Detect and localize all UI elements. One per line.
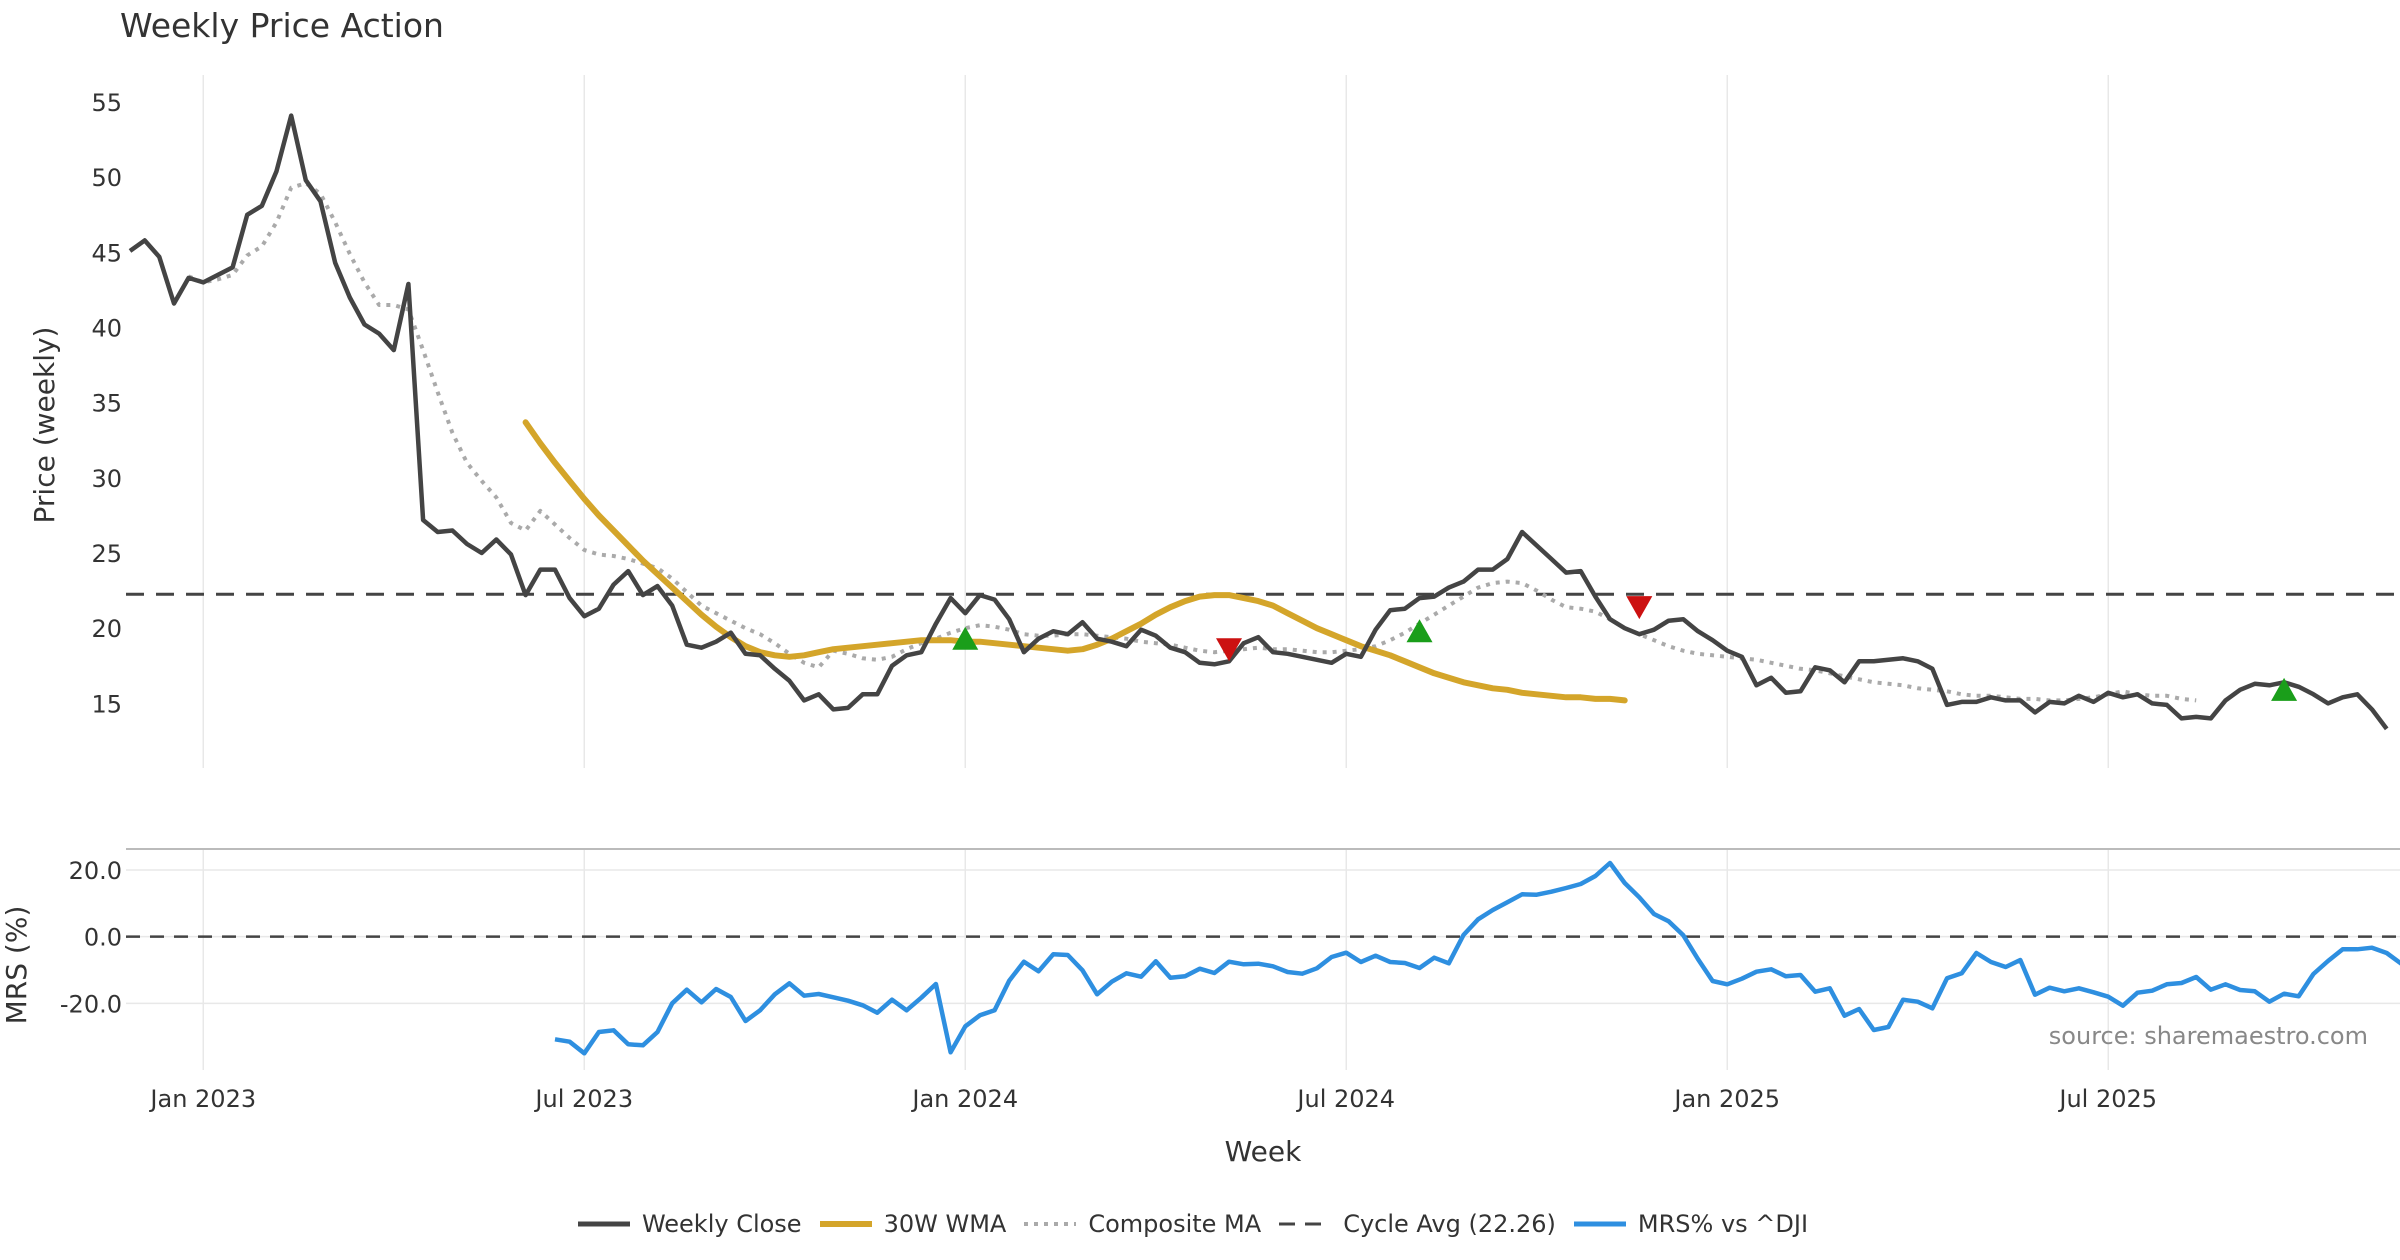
x-axis-label: Week — [1225, 1135, 1302, 1168]
price-y-tick: 15 — [91, 690, 122, 718]
legend-label-weekly-close: Weekly Close — [641, 1210, 802, 1238]
sell-signal-marker — [1216, 638, 1243, 662]
x-tick-label: Jul 2023 — [533, 1085, 633, 1113]
legend-label-mrs: MRS% vs ^DJI — [1637, 1210, 1809, 1238]
legend-label-cycle-avg: Cycle Avg (22.26) — [1343, 1210, 1556, 1238]
price-y-tick: 50 — [91, 164, 122, 192]
buy-signal-marker — [1406, 619, 1433, 643]
mrs-y-tick: 0.0 — [84, 924, 122, 952]
price-y-tick: 55 — [91, 89, 122, 117]
x-tick-label: Jan 2024 — [910, 1085, 1018, 1113]
mrs-line — [554, 860, 2400, 1056]
legend-item-cycle-avg: Cycle Avg (22.26) — [1277, 1210, 1556, 1238]
price-y-tick: 20 — [91, 615, 122, 643]
weekly-close-line — [128, 113, 2389, 731]
mrs-y-tick: -20.0 — [60, 990, 122, 1018]
legend-item-composite: Composite MA — [1022, 1210, 1261, 1238]
legend-item-wma: 30W WMA — [818, 1210, 1007, 1238]
legend-swatch-weekly-close — [577, 1221, 630, 1227]
legend-item-weekly-close: Weekly Close — [576, 1210, 802, 1238]
signal-markers — [952, 596, 2298, 701]
legend-label-composite: Composite MA — [1088, 1210, 1262, 1238]
mrs-axis-label: MRS (%) — [0, 906, 33, 1025]
legend-swatch-wma — [819, 1221, 872, 1227]
price-y-tick: 35 — [91, 390, 122, 418]
chart-title: Weekly Price Action — [120, 6, 444, 45]
axes-text: Jan 2023 Jul 2023 Jan 2024 Jul 2024 Jan 2025… — [60, 89, 2157, 1113]
mrs-series — [126, 860, 2400, 1056]
x-tick-label: Jan 2025 — [1672, 1085, 1780, 1113]
source-credit: source: sharemaestro.com — [2049, 1022, 2368, 1050]
composite-ma-line — [187, 181, 2197, 703]
legend-swatch-mrs — [1573, 1221, 1626, 1227]
x-tick-label: Jan 2023 — [148, 1085, 256, 1113]
mrs-y-tick: 20.0 — [69, 857, 122, 885]
price-axis-label: Price (weekly) — [28, 327, 61, 524]
legend-label-wma: 30W WMA — [883, 1210, 1007, 1238]
buy-signal-marker — [2271, 677, 2298, 701]
price-grid — [202, 75, 2109, 768]
legend-item-mrs: MRS% vs ^DJI — [1572, 1210, 1808, 1238]
legend-swatch-composite — [1024, 1222, 1077, 1226]
x-tick-label: Jul 2025 — [2057, 1085, 2157, 1113]
price-y-tick: 25 — [91, 540, 122, 568]
price-y-tick: 45 — [91, 239, 122, 267]
price-series — [126, 113, 2400, 731]
price-y-tick: 30 — [91, 465, 122, 493]
sell-signal-marker — [1626, 596, 1653, 620]
price-y-tick: 40 — [91, 315, 122, 343]
legend-swatch-cycle-avg — [1279, 1222, 1332, 1226]
legend: Weekly Close 30W WMA Composite MA Cycle … — [0, 1210, 2400, 1238]
buy-signal-marker — [952, 626, 979, 650]
wma-line — [522, 419, 1628, 704]
x-tick-label: Jul 2024 — [1295, 1085, 1395, 1113]
